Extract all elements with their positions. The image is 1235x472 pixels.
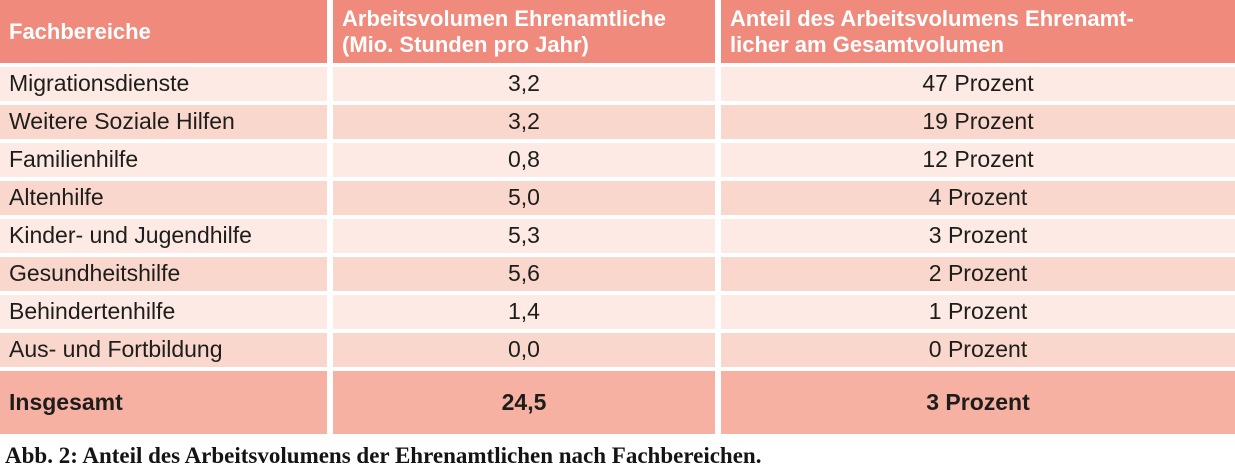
table-row-gesundheitshilfe: Gesundheitshilfe 5,6 2 Prozent — [0, 257, 1235, 291]
cell-volumen: 3,2 — [333, 67, 715, 101]
cell-fachbereich: Altenhilfe — [0, 181, 327, 215]
cell-fachbereich: Weitere Soziale Hilfen — [0, 105, 327, 139]
cell-volumen: 1,4 — [333, 295, 715, 329]
table-header-row: Fachbereiche Arbeitsvolumen Ehrenamtlich… — [0, 0, 1235, 63]
cell-anteil: 3 Prozent — [721, 219, 1235, 253]
cell-anteil: 0 Prozent — [721, 333, 1235, 367]
table-row-behindertenhilfe: Behindertenhilfe 1,4 1 Prozent — [0, 295, 1235, 329]
cell-anteil: 1 Prozent — [721, 295, 1235, 329]
cell-volumen: 0,8 — [333, 143, 715, 177]
cell-anteil: 2 Prozent — [721, 257, 1235, 291]
figure-caption: Abb. 2: Anteil des Arbeitsvolumens der E… — [0, 434, 1235, 469]
cell-anteil: 12 Prozent — [721, 143, 1235, 177]
cell-volumen: 3,2 — [333, 105, 715, 139]
cell-volumen: 5,0 — [333, 181, 715, 215]
table-total-row: Insgesamt 24,5 3 Prozent — [0, 371, 1235, 434]
header-fachbereiche: Fachbereiche — [0, 0, 327, 63]
table-row-weitere-soziale-hilfen: Weitere Soziale Hilfen 3,2 19 Prozent — [0, 105, 1235, 139]
cell-anteil: 4 Prozent — [721, 181, 1235, 215]
table-row-altenhilfe: Altenhilfe 5,0 4 Prozent — [0, 181, 1235, 215]
table-row-kinder-und-jugendhilfe: Kinder- und Jugendhilfe 5,3 3 Prozent — [0, 219, 1235, 253]
cell-fachbereich: Behindertenhilfe — [0, 295, 327, 329]
cell-volumen: 5,3 — [333, 219, 715, 253]
cell-anteil: 19 Prozent — [721, 105, 1235, 139]
table-row-aus-und-fortbildung: Aus- und Fortbildung 0,0 0 Prozent — [0, 333, 1235, 367]
cell-anteil: 47 Prozent — [721, 67, 1235, 101]
table-row-migrationsdienste: Migrationsdienste 3,2 47 Prozent — [0, 67, 1235, 101]
table-row-familienhilfe: Familienhilfe 0,8 12 Prozent — [0, 143, 1235, 177]
total-volumen: 24,5 — [333, 371, 715, 434]
header-anteil: Anteil des Arbeitsvolumens Ehrenamt- lic… — [721, 0, 1235, 63]
cell-fachbereich: Aus- und Fortbildung — [0, 333, 327, 367]
cell-fachbereich: Migrationsdienste — [0, 67, 327, 101]
header-arbeitsvolumen: Arbeitsvolumen Ehrenamtliche (Mio. Stund… — [333, 0, 715, 63]
cell-fachbereich: Gesundheitshilfe — [0, 257, 327, 291]
total-label: Insgesamt — [0, 371, 327, 434]
cell-fachbereich: Familienhilfe — [0, 143, 327, 177]
cell-volumen: 0,0 — [333, 333, 715, 367]
total-anteil: 3 Prozent — [721, 371, 1235, 434]
cell-fachbereich: Kinder- und Jugendhilfe — [0, 219, 327, 253]
cell-volumen: 5,6 — [333, 257, 715, 291]
